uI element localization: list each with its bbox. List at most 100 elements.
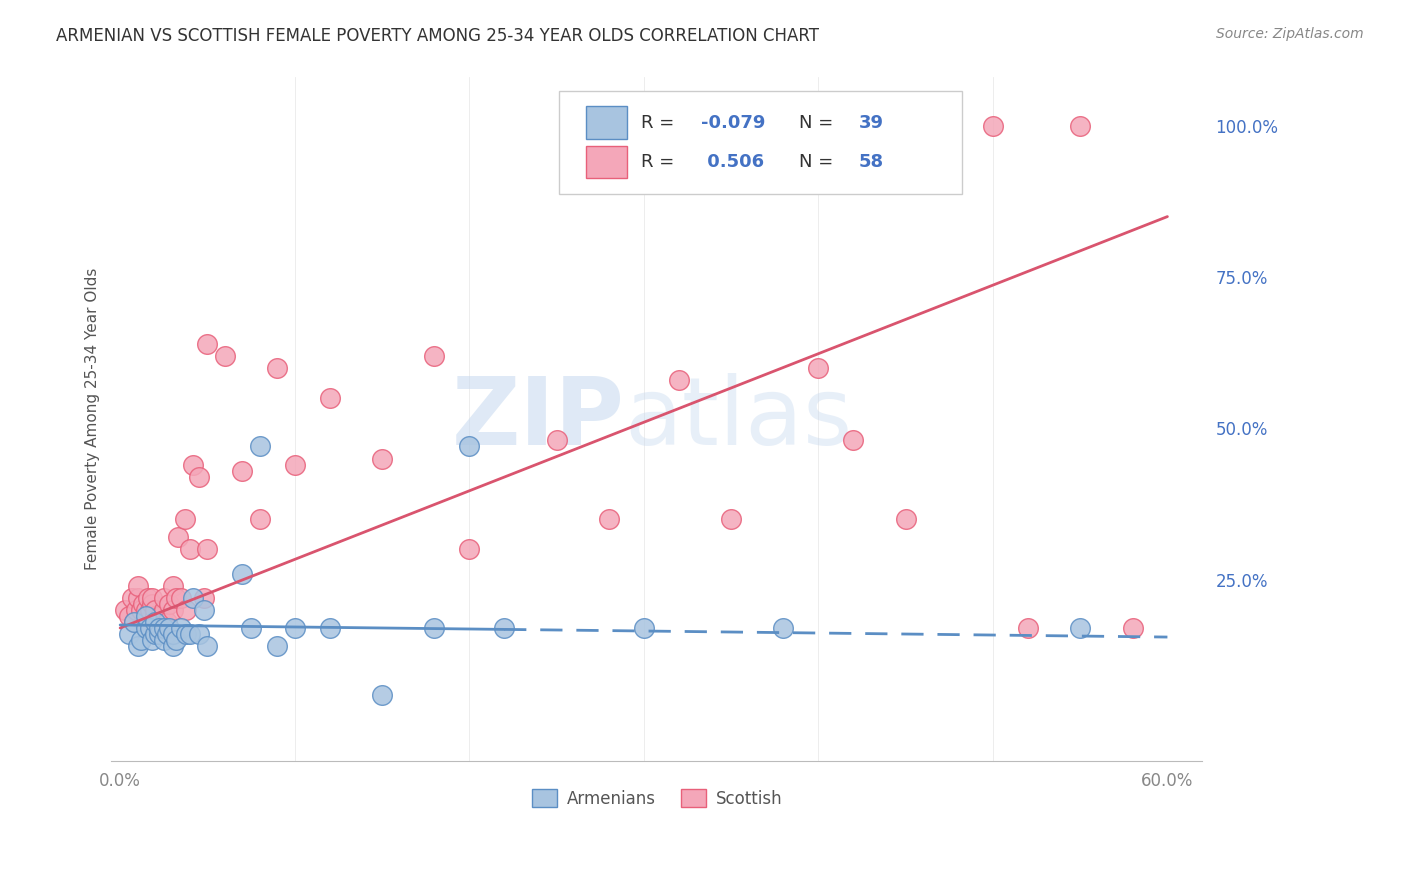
Text: R =: R =	[641, 114, 679, 132]
Point	[266, 360, 288, 375]
Point	[176, 603, 198, 617]
Point	[121, 591, 143, 605]
Point	[187, 627, 209, 641]
Point	[1069, 119, 1091, 133]
Text: 39: 39	[859, 114, 884, 132]
Text: ZIP: ZIP	[451, 373, 624, 466]
Point	[173, 512, 195, 526]
Point	[633, 621, 655, 635]
Point	[894, 512, 917, 526]
Point	[165, 633, 187, 648]
Text: 0.506: 0.506	[700, 153, 763, 171]
Point	[152, 621, 174, 635]
Y-axis label: Female Poverty Among 25-34 Year Olds: Female Poverty Among 25-34 Year Olds	[86, 268, 100, 571]
Point	[772, 621, 794, 635]
Point	[152, 603, 174, 617]
Point	[132, 597, 155, 611]
Point	[842, 434, 865, 448]
Point	[165, 591, 187, 605]
Point	[149, 608, 172, 623]
Point	[231, 566, 253, 581]
Point	[118, 627, 141, 641]
Point	[143, 627, 166, 641]
Text: 58: 58	[859, 153, 884, 171]
Point	[423, 349, 446, 363]
Point	[1017, 621, 1039, 635]
Point	[152, 591, 174, 605]
Point	[197, 639, 219, 653]
FancyBboxPatch shape	[558, 91, 962, 194]
Point	[135, 603, 157, 617]
Point	[135, 615, 157, 629]
Point	[318, 391, 340, 405]
FancyBboxPatch shape	[586, 145, 627, 178]
Point	[141, 591, 163, 605]
Point	[156, 627, 179, 641]
Point	[598, 512, 620, 526]
Text: N =: N =	[799, 114, 839, 132]
Point	[772, 119, 794, 133]
Point	[668, 373, 690, 387]
Point	[127, 639, 149, 653]
Point	[458, 440, 481, 454]
Point	[807, 360, 830, 375]
Point	[170, 621, 193, 635]
Point	[193, 603, 215, 617]
Text: R =: R =	[641, 153, 679, 171]
Point	[139, 603, 162, 617]
Point	[162, 603, 184, 617]
Point	[170, 591, 193, 605]
Point	[458, 542, 481, 557]
Point	[143, 603, 166, 617]
Point	[152, 633, 174, 648]
Point	[423, 621, 446, 635]
Point	[371, 688, 394, 702]
Point	[183, 591, 205, 605]
Point	[193, 591, 215, 605]
Point	[266, 639, 288, 653]
Point	[136, 591, 159, 605]
Point	[118, 608, 141, 623]
Point	[141, 633, 163, 648]
Point	[187, 469, 209, 483]
Point	[179, 627, 201, 641]
Point	[162, 579, 184, 593]
Point	[122, 615, 145, 629]
Point	[284, 621, 307, 635]
Text: Source: ZipAtlas.com: Source: ZipAtlas.com	[1216, 27, 1364, 41]
Point	[546, 434, 568, 448]
Text: N =: N =	[799, 153, 839, 171]
Point	[157, 597, 180, 611]
Point	[197, 542, 219, 557]
Point	[129, 603, 152, 617]
Point	[1121, 621, 1143, 635]
Point	[318, 621, 340, 635]
Point	[494, 621, 516, 635]
Point	[139, 621, 162, 635]
Point	[981, 119, 1004, 133]
Point	[249, 512, 271, 526]
Point	[127, 591, 149, 605]
Point	[214, 349, 236, 363]
Text: -0.079: -0.079	[700, 114, 765, 132]
Point	[141, 597, 163, 611]
Point	[143, 608, 166, 623]
Point	[720, 512, 742, 526]
Point	[371, 451, 394, 466]
Point	[284, 458, 307, 472]
Point	[166, 530, 188, 544]
Point	[143, 615, 166, 629]
Point	[240, 621, 263, 635]
Point	[157, 621, 180, 635]
Point	[179, 542, 201, 557]
Point	[1069, 621, 1091, 635]
Point	[148, 627, 170, 641]
Text: atlas: atlas	[624, 373, 852, 466]
Point	[135, 621, 157, 635]
Point	[122, 615, 145, 629]
Point	[129, 633, 152, 648]
Legend: Armenians, Scottish: Armenians, Scottish	[524, 782, 789, 814]
Point	[156, 615, 179, 629]
Point	[143, 621, 166, 635]
FancyBboxPatch shape	[586, 106, 627, 139]
